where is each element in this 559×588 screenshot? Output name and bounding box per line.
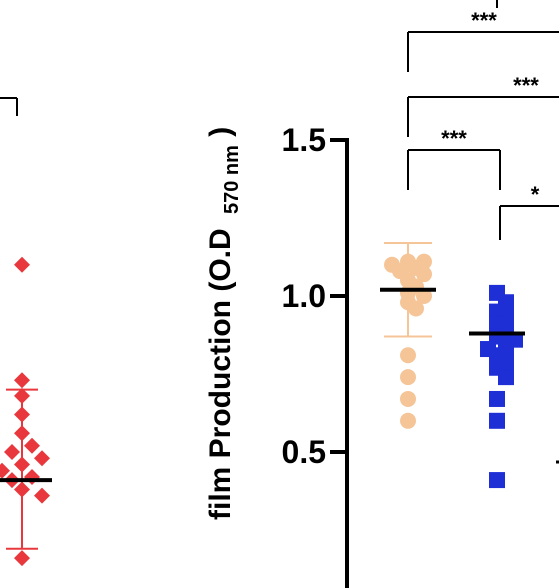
data-point-diamond [14,387,30,404]
data-point-diamond [24,468,40,485]
data-point-diamond [14,481,30,498]
data-point-circle [400,347,416,364]
significance-brackets: ********** [407,0,559,240]
series-square-blue [469,284,525,489]
data-point-circle [400,412,416,429]
left-panel-brackets [0,97,18,116]
data-point-diamond [34,450,50,467]
data-point-diamond [34,487,50,504]
data-point-diamond [14,425,30,442]
significance-label: *** [471,8,497,33]
data-point-circle [416,266,432,283]
significance-bracket: *** [407,126,501,190]
y-axis-label-subscript: 570 nm [221,145,243,214]
y-tick-label: 1.5 [282,122,326,158]
series-circle-peach [380,241,436,429]
significance-label: * [531,182,540,207]
data-point-square [498,369,514,386]
data-point-diamond [4,444,20,460]
significance-bracket: * [499,182,559,240]
data-point-circle [416,288,432,304]
series-diamond-red [0,256,52,567]
significance-label: *** [441,126,467,151]
y-axis-label: film Production (O.D 570 nm ) [204,127,245,520]
y-tick-label: 1.0 [282,278,326,314]
significance-bracket: *** [407,8,559,72]
significance-bracket: *** [407,73,559,137]
y-ticks: 0.5 1.0 1.5 [282,122,347,470]
data-point-circle [400,369,416,386]
y-tick-label: 0.5 [282,434,326,470]
data-point-diamond [14,372,30,389]
data-point-diamond [14,550,30,567]
data-point-diamond [14,406,30,423]
data-point-diamond [0,462,10,479]
data-point-square [489,472,505,489]
data-point-diamond [14,256,30,273]
y-axis-label-main: film Production (O.D [204,228,237,520]
data-point-circle [400,390,416,407]
data-point-diamond [24,437,40,454]
data-point-square [489,412,505,429]
data-point-square [489,390,505,407]
significance-label: *** [513,73,539,98]
data-point-circle [408,300,424,317]
data-point-diamond [14,456,30,473]
y-axis-label-suffix: ) [204,127,237,137]
